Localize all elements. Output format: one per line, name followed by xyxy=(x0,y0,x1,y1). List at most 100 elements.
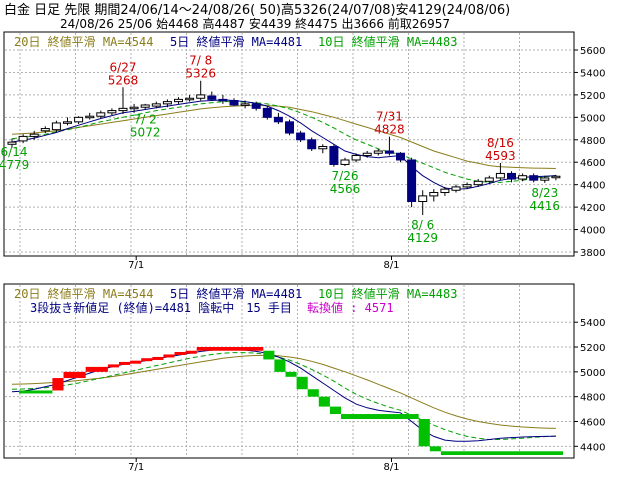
conversion-value: 転換値 : 4571 xyxy=(307,300,394,315)
candle-bear xyxy=(285,121,294,134)
candle-panel-x-axis: 7/1 8/1 xyxy=(128,256,400,271)
candle-bull xyxy=(40,128,50,132)
candle-bull xyxy=(340,159,350,165)
candle-bull xyxy=(473,180,483,186)
annotation-date: 7/26 xyxy=(332,169,359,183)
candle-bull xyxy=(96,112,106,117)
candle-panel-frame xyxy=(3,31,575,257)
candle-bull xyxy=(85,115,95,119)
break-panel-x-axis: 7/1 8/1 xyxy=(128,458,400,473)
y-tick-label: 5000 xyxy=(580,368,605,379)
header-title: 白金 日足 先限 期間24/06/14～24/08/26( 50)高5326(2… xyxy=(4,2,510,18)
brick-down xyxy=(19,390,53,394)
candle-bull xyxy=(29,133,39,137)
brick-up xyxy=(196,347,264,351)
brick-up xyxy=(141,358,153,362)
legend-ma5: 5日 終値平滑 MA=4481 xyxy=(170,286,302,301)
brick-down xyxy=(329,406,341,415)
annotation-date: 8/ 6 xyxy=(411,218,434,232)
candle-bear xyxy=(262,107,272,118)
brick-up xyxy=(85,366,108,372)
brick-up xyxy=(152,356,164,360)
header-ohlc: 24/08/26 25/06 始4468 高4487 安4439 終4475 出… xyxy=(60,16,450,31)
brick-down xyxy=(263,350,275,360)
candle-bull xyxy=(162,101,172,105)
x-tick-label: 7/1 xyxy=(128,260,144,271)
candle-bull xyxy=(140,104,150,108)
annotation-date: 6/14 xyxy=(1,145,28,159)
legend-ma10: 10日 終値平滑 MA=4483 xyxy=(318,34,457,49)
brick-down xyxy=(440,451,563,455)
legend-ma10: 10日 終値平滑 MA=4483 xyxy=(318,286,457,301)
y-tick-label: 5400 xyxy=(580,318,605,329)
annotation-date: 8/23 xyxy=(531,186,558,200)
annotation-price: 4566 xyxy=(330,182,361,196)
candle-bull xyxy=(451,186,461,191)
ma20-line xyxy=(11,105,556,169)
brick-down xyxy=(318,396,330,407)
candle-bull xyxy=(362,152,372,156)
candle-bear xyxy=(507,172,516,180)
y-tick-label: 5400 xyxy=(580,68,605,79)
x-tick-label: 8/1 xyxy=(383,260,399,271)
candle-bear xyxy=(407,159,417,203)
candle-bull xyxy=(551,175,561,179)
candle-bear xyxy=(529,175,539,181)
y-tick-label: 4400 xyxy=(580,181,605,192)
break-panel-frame xyxy=(3,283,575,459)
candle-bull xyxy=(440,188,450,194)
annotation-price: 4593 xyxy=(485,149,516,163)
candle-panel-y-axis: 3800 4000 4200 4400 4600 4800 5000 5200 5400 5600 xyxy=(574,46,605,259)
candle-bull xyxy=(174,98,183,103)
candle-bull xyxy=(518,175,528,180)
annotation-date: 6/27 xyxy=(110,60,137,74)
brick-up xyxy=(63,371,86,379)
y-tick-label: 5200 xyxy=(580,343,605,354)
candle-bear xyxy=(251,103,261,109)
y-tick-label: 4600 xyxy=(580,417,605,428)
brick-up xyxy=(185,350,197,354)
y-tick-label: 4000 xyxy=(580,226,605,237)
x-tick-label: 8/1 xyxy=(383,462,399,473)
candle-bear xyxy=(218,98,228,102)
annotation-price: 4416 xyxy=(530,199,561,213)
candle-bull xyxy=(185,97,195,101)
y-tick-label: 4200 xyxy=(580,203,605,214)
candle-bear xyxy=(396,152,405,161)
candle-bull xyxy=(418,195,428,202)
candle-bull xyxy=(495,172,505,179)
candle-panel-moving-averages xyxy=(11,99,556,190)
candle-panel-candles xyxy=(7,80,561,216)
annotation-price: 4129 xyxy=(407,231,438,245)
annotation-price: 5268 xyxy=(108,73,139,87)
candle-bull xyxy=(429,192,439,197)
annotation-price: 5326 xyxy=(185,67,216,81)
brick-down xyxy=(274,359,286,372)
candle-bear xyxy=(307,139,317,150)
break-panel-legend: 20日 終値平滑 MA=4544 5日 終値平滑 MA=4481 10日 終値平… xyxy=(14,286,457,315)
candle-panel-legend: 20日 終値平滑 MA=4544 5日 終値平滑 MA=4481 10日 終値平… xyxy=(14,34,457,49)
break-panel-bricks xyxy=(19,347,563,455)
candle-bull xyxy=(318,146,328,150)
candle-bull xyxy=(18,135,28,142)
brick-down xyxy=(429,446,441,452)
annotation-date: 7/31 xyxy=(376,110,403,124)
legend-ma5: 5日 終値平滑 MA=4481 xyxy=(170,34,302,49)
candle-bull xyxy=(63,121,72,124)
brick-down xyxy=(418,419,430,447)
candle-bull xyxy=(51,122,61,131)
candle-bear xyxy=(384,150,394,154)
candle-bear xyxy=(329,146,339,165)
candle-bear xyxy=(273,116,283,123)
annotation-date: 8/16 xyxy=(487,136,514,150)
y-tick-label: 4800 xyxy=(580,393,605,404)
annotation-date: 7/ 8 xyxy=(189,54,212,68)
candle-bear xyxy=(296,132,306,141)
annotation-price: 5072 xyxy=(130,125,161,139)
candle-bull xyxy=(151,103,161,107)
brick-down xyxy=(307,389,319,397)
candle-bull xyxy=(196,94,206,99)
